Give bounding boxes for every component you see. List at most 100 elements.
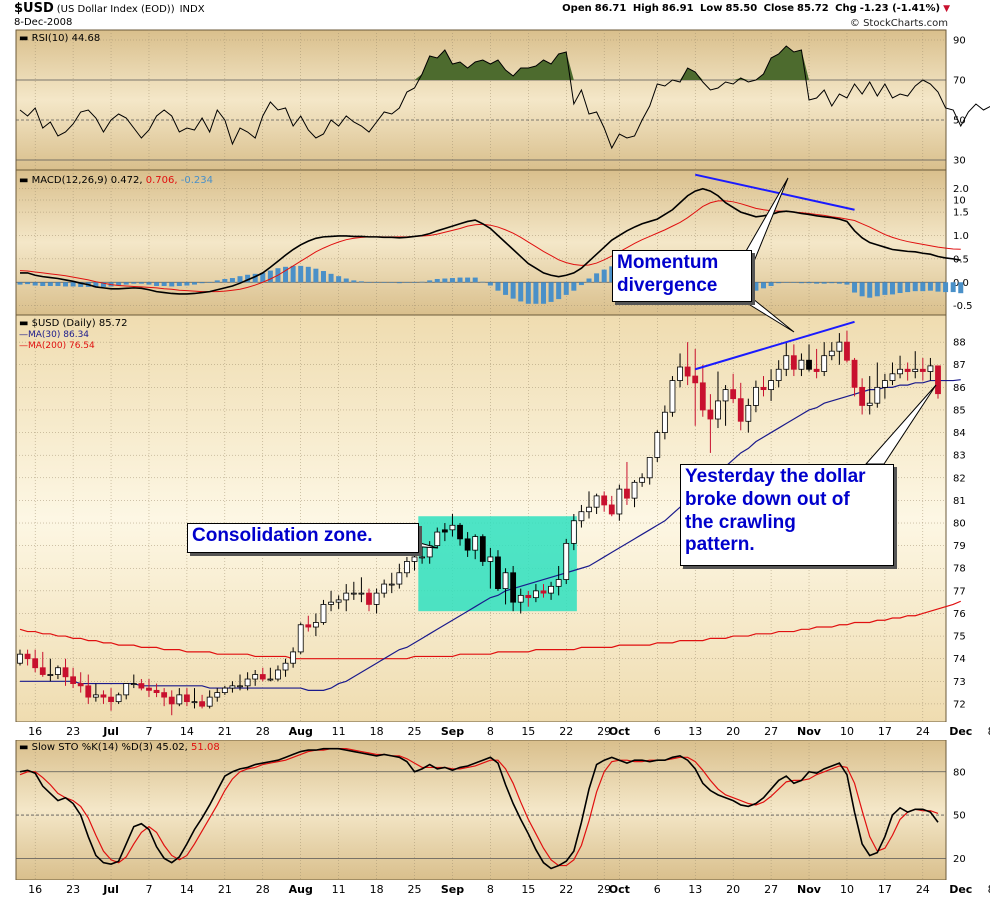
y-tick-label: 50 [953,811,966,822]
y-tick-label: 50 [953,116,966,127]
macd-histogram-bar [442,278,448,283]
macd-histogram-bar [563,282,569,295]
candle-body [563,542,570,580]
momentum-callout: Momentum divergence [612,250,752,302]
macd-histogram-bar [100,282,106,287]
ma30-legend-value: 86.34 [63,330,89,340]
candle-body [275,669,281,680]
y-tick-label: 10 [953,196,966,207]
macd-histogram-bar [199,282,205,284]
x-tick-label: 13 [688,725,702,738]
candle-body [335,599,342,603]
x-tick-label: 17 [878,883,892,896]
macd-histogram-bar [298,265,304,283]
x-tick-label: 28 [256,883,270,896]
macd-histogram-bar [154,282,160,286]
candle-body [570,520,577,544]
candle-body [55,667,61,675]
price-legend-value: 85.72 [99,318,128,329]
y-tick-label: 83 [953,451,966,462]
macd-histogram-bar [920,282,926,292]
candle-body [912,368,919,372]
ma30-legend-label: —MA(30) [19,330,63,340]
macd-histogram-bar [222,278,228,283]
candle-body [108,696,114,703]
macd-histogram-bar [548,282,554,302]
price-legend-label: ▬ $USD (Daily) [19,318,99,329]
macd-histogram-bar [427,280,433,283]
candle-body [237,685,243,688]
candle-body [184,694,190,703]
x-tick-label: 23 [66,883,80,896]
candle-body [836,341,843,352]
rsi-overbought-fill [20,46,990,80]
candle-body [510,572,517,603]
macd-histogram-bar [389,282,395,283]
candle-body [244,678,251,687]
rsi-legend: ▬ RSI(10) 44.68 [19,33,100,44]
candle-body [821,355,828,372]
candle-body [388,583,395,586]
x-tick-label: 21 [218,883,232,896]
x-tick-label: Oct [609,725,630,738]
macd-histogram-bar [449,278,455,283]
close-value: 85.72 [797,3,829,14]
x-tick-label: 13 [688,883,702,896]
x-tick-label: 16 [28,725,42,738]
x-tick-label: Dec [949,725,972,738]
candle-body [722,389,729,402]
macd-histogram-bar [320,271,326,283]
rsi-line [19,45,990,150]
macd-histogram-bar [184,282,190,286]
candle-body [608,504,615,515]
x-tick-label: 8 [988,883,990,896]
y-tick-label: 84 [953,428,966,439]
y-tick-label: 72 [953,699,966,710]
chart-subheader: 8-Dec-2008 [14,17,990,30]
macd-panel [15,169,947,316]
x-tick-label: 18 [370,725,384,738]
symbol-description: (US Dollar Index (EOD)) [56,4,175,15]
macd-histogram-bar [123,282,129,285]
y-tick-label: 80 [953,767,966,778]
macd-histogram-bar [943,282,949,293]
x-tick-label: Oct [609,883,630,896]
macd-histogram-bar [252,273,258,283]
macd-histogram-bar [47,282,53,286]
y-tick-label: 80 [953,519,966,530]
macd-histogram-bar [374,282,380,283]
macd-histogram-bar [313,268,319,283]
x-tick-label: Nov [797,725,822,738]
y-tick-label: 77 [953,586,966,597]
y-tick-label: 88 [953,338,966,349]
y-tick-label: 86 [953,383,966,394]
candle-body [548,585,554,594]
x-tick-label: 8 [988,725,990,738]
macd-histogram-bar [510,282,516,299]
macd-histogram-bar [889,282,895,295]
x-tick-label: 10 [840,883,854,896]
candle-body [859,386,866,406]
macd-histogram-bar [821,282,827,284]
macd-histogram-bar [245,274,251,283]
macd-histogram-bar [533,282,539,304]
x-tick-label: 25 [408,725,422,738]
sto-d-line [19,748,939,867]
open-value: 86.71 [594,3,627,14]
candle-body [191,701,198,704]
macd-histogram-bar [396,282,402,284]
macd-histogram-bar [927,282,933,291]
candle-body [760,386,767,391]
candle-body [601,495,608,506]
candle-body [737,398,744,422]
candle-body [100,694,107,698]
macd-histogram-bar [465,277,471,283]
macd-histogram-bar [457,277,463,283]
momentum-text-1: Momentum [617,252,719,273]
x-tick-label: 15 [521,883,535,896]
x-tick-label: 21 [218,725,232,738]
down-triangle-icon: ▼ [943,4,950,14]
candle-body [290,651,297,664]
y-tick-label: 78 [953,564,966,575]
candle-body [328,601,334,605]
